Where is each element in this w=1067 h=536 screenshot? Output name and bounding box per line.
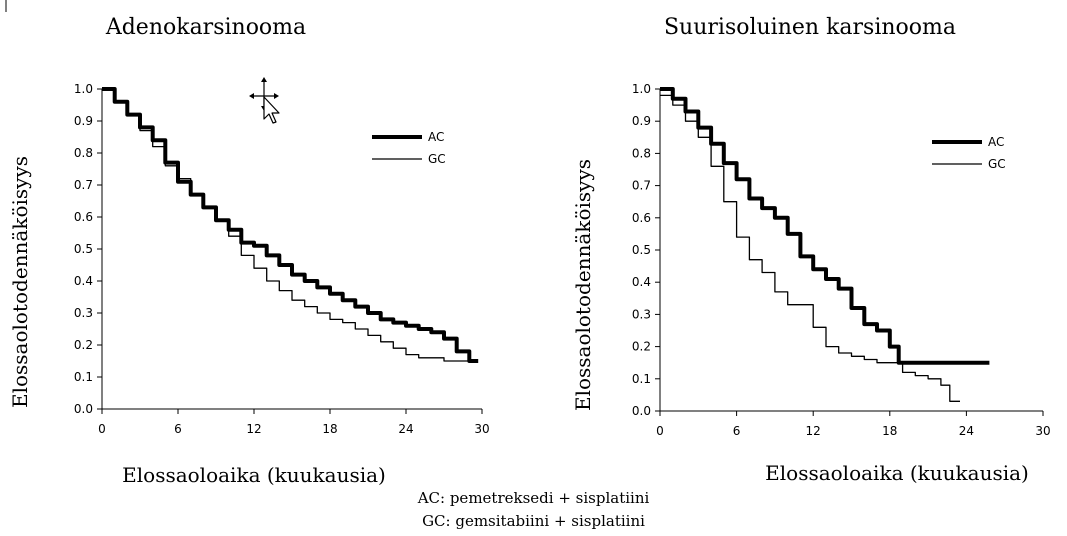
- y-tick-label: 0.3: [74, 306, 93, 320]
- x-tick-label: 12: [806, 424, 821, 438]
- chart-panel-large-cell-carcinoma: Suurisoluinen karsinooma Elossaolotodenn…: [571, 15, 1051, 485]
- chart-title: Suurisoluinen karsinooma: [664, 15, 956, 40]
- x-tick-label: 30: [474, 422, 489, 436]
- footnote-ac: AC: pemetreksedi + sisplatiini: [417, 489, 650, 507]
- y-tick-label: 0.4: [74, 274, 93, 288]
- legend-label-ac: AC: [988, 135, 1004, 149]
- legend-label-gc: GC: [988, 157, 1006, 171]
- series-line-ac: [102, 87, 479, 363]
- y-tick-label: 0.8: [632, 146, 651, 160]
- x-tick-label: 24: [398, 422, 413, 436]
- y-axis-label: Elossaolotodennäköisyys: [8, 156, 32, 408]
- plot-area: [102, 87, 479, 363]
- y-tick-label: 0.9: [632, 114, 651, 128]
- x-tick-label: 12: [246, 422, 261, 436]
- x-tick-label: 18: [322, 422, 337, 436]
- x-tick-label: 0: [98, 422, 106, 436]
- y-tick-label: 0.4: [632, 275, 651, 289]
- x-axis-label: Elossaoloaika (kuukausia): [122, 463, 386, 487]
- series-line-gc: [660, 94, 960, 402]
- y-tick-label: 1.0: [74, 82, 93, 96]
- arrow-cursor-icon: [263, 96, 280, 124]
- series-line-ac: [660, 87, 990, 365]
- chart-panel-adenocarcinoma: Adenokarsinooma Elossaolotodennäköisyys …: [8, 15, 490, 487]
- y-tick-label: 0.9: [74, 114, 93, 128]
- legend: AC GC: [932, 135, 1006, 171]
- footnote-gc: GC: gemsitabiini + sisplatiini: [422, 512, 645, 530]
- y-axis-label: Elossaolotodennäköisyys: [571, 159, 595, 411]
- y-tick-label: 0.6: [632, 211, 651, 225]
- y-tick-label: 0.7: [74, 178, 93, 192]
- y-tick-label: 0.8: [74, 146, 93, 160]
- legend-label-gc: GC: [428, 152, 446, 166]
- y-tick-label: 0.2: [74, 338, 93, 352]
- y-tick-label: 0.2: [632, 340, 651, 354]
- y-tick-label: 0.3: [632, 307, 651, 321]
- y-axis-label-group: Elossaolotodennäköisyys: [571, 159, 595, 411]
- y-tick-label: 0.1: [74, 370, 93, 384]
- x-tick-label: 30: [1035, 424, 1050, 438]
- chart-title: Adenokarsinooma: [105, 15, 306, 40]
- series-line-gc: [102, 88, 476, 362]
- y-tick-label: 1.0: [632, 82, 651, 96]
- plot-area: [660, 87, 990, 402]
- y-tick-label: 0.5: [74, 242, 93, 256]
- legend: AC GC: [372, 130, 446, 166]
- y-tick-label: 0.0: [632, 404, 651, 418]
- y-tick-label: 0.7: [632, 179, 651, 193]
- x-tick-label: 24: [959, 424, 974, 438]
- y-axis-label-group: Elossaolotodennäköisyys: [8, 156, 32, 408]
- axes: 0.0 0.1 0.2 0.3 0.4 0.5 0.6 0.7 0.8 0.9 1.0 0 6 12 18 2…: [74, 82, 490, 436]
- axes: 0.0 0.1 0.2 0.3 0.4 0.5 0.6 0.7 0.8 0.9 1.0 0 6 12 18 2…: [632, 82, 1051, 438]
- x-tick-label: 6: [733, 424, 741, 438]
- x-axis-label: Elossaoloaika (kuukausia): [765, 461, 1029, 485]
- y-tick-label: 0.5: [632, 243, 651, 257]
- legend-label-ac: AC: [428, 130, 444, 144]
- x-tick-label: 18: [882, 424, 897, 438]
- y-tick-label: 0.1: [632, 372, 651, 386]
- y-tick-label: 0.6: [74, 210, 93, 224]
- y-tick-label: 0.0: [74, 402, 93, 416]
- x-tick-label: 6: [174, 422, 182, 436]
- x-tick-label: 0: [656, 424, 664, 438]
